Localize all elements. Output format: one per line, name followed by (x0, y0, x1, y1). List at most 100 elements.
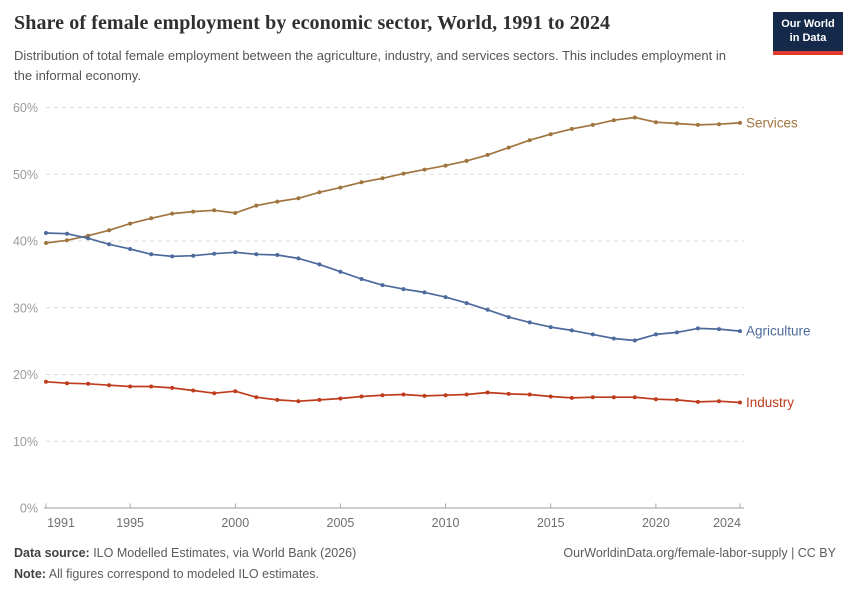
data-point-industry-2007 (380, 393, 385, 398)
y-tick-label-0: 0% (20, 502, 38, 516)
data-point-industry-2020 (653, 397, 658, 402)
data-point-industry-2016 (569, 395, 574, 400)
data-point-services-2018 (611, 118, 616, 123)
data-point-industry-2015 (548, 394, 553, 399)
data-point-services-2010 (443, 163, 448, 168)
x-tick-label-1991: 1991 (47, 516, 75, 530)
data-point-agriculture-2020 (653, 332, 658, 337)
data-point-agriculture-1991 (44, 231, 48, 235)
data-point-services-2004 (317, 190, 322, 195)
page-title: Share of female employment by economic s… (14, 12, 611, 34)
data-point-agriculture-1996 (149, 252, 154, 257)
owid-logo[interactable]: Our World in Data (773, 12, 843, 55)
y-tick-label-60: 60% (13, 101, 38, 115)
data-point-industry-2014 (527, 392, 532, 397)
data-point-agriculture-2015 (548, 325, 553, 330)
chart-line-services[interactable] (45, 116, 741, 244)
x-tick-label-2015: 2015 (537, 516, 565, 530)
data-point-agriculture-2013 (506, 315, 511, 320)
data-point-services-2001 (254, 203, 259, 208)
data-point-agriculture-2001 (254, 252, 259, 257)
data-point-services-2016 (569, 126, 574, 131)
note-label: Note: (14, 567, 46, 581)
data-point-industry-2013 (506, 391, 511, 396)
data-point-services-2000 (233, 211, 238, 215)
data-point-services-1992 (65, 238, 69, 243)
owid-logo-line1: Our World (781, 18, 835, 30)
data-point-industry-1999 (212, 391, 217, 396)
data-point-services-2011 (464, 158, 469, 163)
chart-line-industry[interactable] (45, 380, 741, 404)
data-point-industry-2023 (717, 399, 721, 404)
data-point-agriculture-2004 (317, 262, 322, 267)
data-point-industry-2006 (359, 394, 364, 399)
data-point-services-2019 (632, 115, 637, 120)
data-source-text: ILO Modelled Estimates, via World Bank (… (89, 546, 357, 560)
data-point-industry-2010 (443, 393, 448, 398)
data-point-industry-2011 (464, 392, 469, 397)
owid-logo-line2: in Data (789, 31, 827, 44)
data-point-agriculture-1997 (170, 254, 175, 259)
data-point-services-1995 (128, 221, 133, 226)
data-point-agriculture-1994 (107, 242, 112, 247)
data-point-industry-1992 (65, 381, 69, 386)
data-point-industry-2000 (233, 389, 238, 394)
y-tick-label-20: 20% (13, 368, 38, 382)
data-point-services-2021 (674, 121, 679, 126)
chart-subtitle: Distribution of total female employment … (14, 48, 726, 83)
data-point-services-2015 (548, 132, 553, 137)
data-point-services-2013 (506, 145, 511, 150)
data-point-services-2005 (338, 185, 343, 190)
data-point-agriculture-2019 (632, 338, 637, 343)
data-point-industry-1991 (44, 379, 48, 384)
x-tick-label-2000: 2000 (221, 516, 249, 530)
series-label-agriculture[interactable]: Agriculture (746, 324, 811, 339)
credit-link[interactable]: OurWorldinData.org/female-labor-supply |… (563, 546, 836, 560)
data-point-agriculture-2011 (464, 301, 469, 306)
data-point-services-2017 (590, 122, 595, 127)
data-point-agriculture-2017 (590, 332, 595, 337)
data-point-agriculture-2022 (695, 326, 700, 331)
data-point-agriculture-1993 (86, 236, 91, 241)
x-tick-label-2024: 2024 (713, 516, 741, 530)
series-label-industry[interactable]: Industry (746, 395, 794, 410)
data-point-agriculture-2018 (611, 336, 616, 341)
data-point-services-1999 (212, 208, 217, 213)
data-point-services-1991 (44, 241, 48, 245)
data-point-agriculture-2007 (380, 283, 385, 288)
data-point-services-2020 (653, 120, 658, 125)
data-point-agriculture-2002 (275, 253, 280, 257)
data-point-agriculture-2014 (527, 320, 532, 325)
data-point-services-2007 (380, 176, 385, 181)
chart-line-agriculture[interactable] (45, 232, 741, 342)
data-point-services-2024 (738, 120, 742, 125)
y-tick-label-40: 40% (13, 235, 38, 249)
x-tick-label-2020: 2020 (642, 516, 670, 530)
data-point-industry-2021 (674, 397, 679, 402)
series-label-services[interactable]: Services (746, 115, 798, 130)
x-tick-label-2005: 2005 (327, 516, 355, 530)
data-point-agriculture-1999 (212, 251, 217, 256)
data-point-industry-1994 (107, 383, 112, 388)
data-point-industry-2002 (275, 397, 280, 402)
data-point-agriculture-2009 (422, 290, 427, 295)
y-tick-label-10: 10% (13, 435, 38, 449)
note-text: All figures correspond to modeled ILO es… (45, 567, 320, 581)
data-point-services-2014 (527, 138, 532, 143)
y-tick-label-30: 30% (13, 301, 38, 315)
data-point-services-2022 (695, 122, 700, 127)
data-point-agriculture-2003 (296, 256, 301, 261)
data-point-agriculture-1995 (128, 247, 133, 251)
data-point-industry-2018 (611, 395, 616, 400)
data-point-agriculture-1998 (191, 253, 196, 258)
data-point-services-2002 (275, 199, 280, 204)
data-source-label: Data source: (14, 546, 90, 560)
data-point-industry-1996 (149, 384, 154, 389)
data-point-services-1997 (170, 211, 175, 216)
data-point-agriculture-2005 (338, 269, 343, 274)
data-point-agriculture-2023 (717, 327, 721, 332)
data-source-line: Data source: ILO Modelled Estimates, via… (14, 546, 356, 560)
data-point-agriculture-2006 (359, 277, 364, 281)
data-point-agriculture-2016 (569, 328, 574, 333)
